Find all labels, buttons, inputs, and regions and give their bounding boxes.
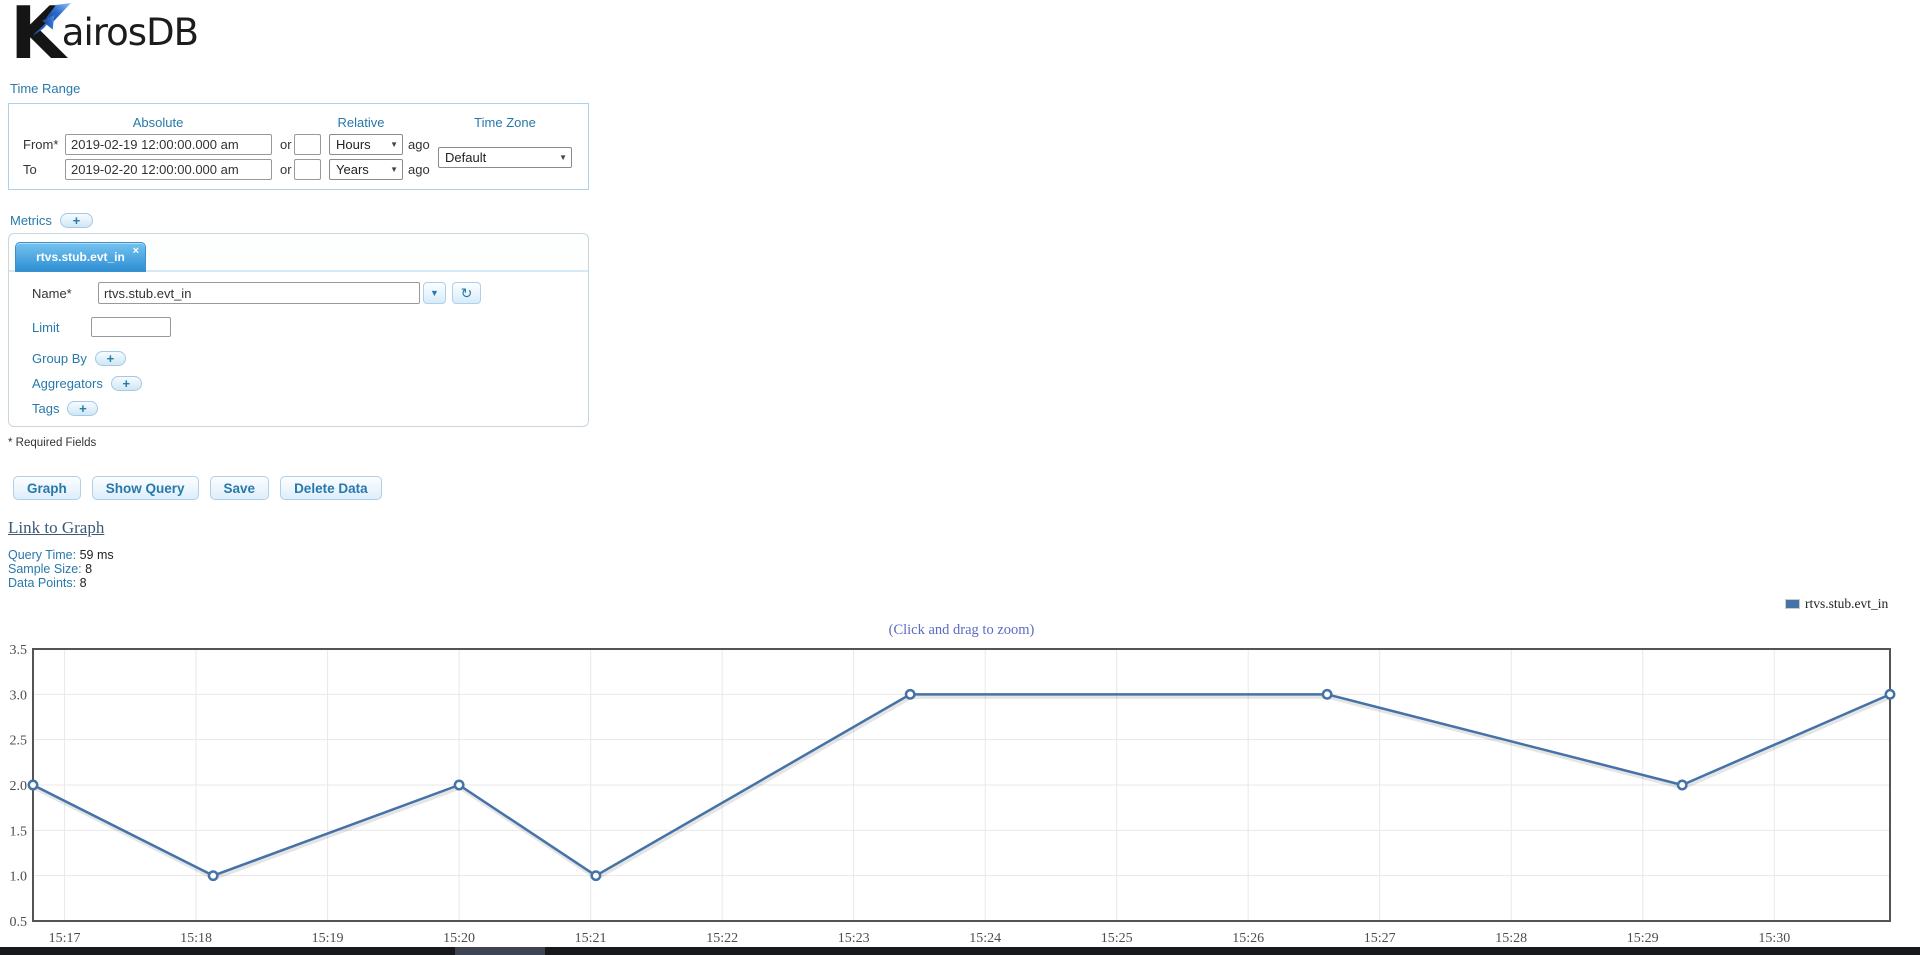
data-points-label: Data Points: (8, 576, 77, 590)
from-ago-label: ago (408, 137, 430, 152)
group-by-label: Group By (32, 351, 87, 366)
time-range-section-label: Time Range (10, 81, 81, 96)
svg-text:15:21: 15:21 (575, 931, 607, 946)
tags-label: Tags (32, 401, 60, 416)
to-relative-unit-value: Years (336, 162, 369, 177)
svg-text:15:18: 15:18 (180, 931, 212, 946)
absolute-column-header: Absolute (132, 115, 184, 130)
query-info: Query Time: 59 ms Sample Size: 8 Data Po… (8, 548, 114, 590)
svg-text:15:17: 15:17 (49, 931, 81, 946)
add-group-by-button[interactable]: + (94, 351, 126, 366)
svg-text:15:29: 15:29 (1627, 931, 1659, 946)
metric-name-label: Name* (32, 286, 72, 301)
query-time-value: 59 ms (79, 548, 114, 562)
from-absolute-input[interactable] (65, 134, 272, 155)
to-or-label: or (280, 162, 292, 177)
svg-text:15:19: 15:19 (312, 931, 344, 946)
graph-button[interactable]: Graph (13, 476, 81, 500)
legend-series-label: rtvs.stub.evt_in (1805, 596, 1889, 611)
svg-text:3.5: 3.5 (10, 643, 28, 658)
limit-label: Limit (32, 320, 60, 335)
svg-text:15:23: 15:23 (838, 931, 870, 946)
svg-text:3.0: 3.0 (10, 688, 28, 703)
svg-text:2.0: 2.0 (10, 779, 28, 794)
to-ago-label: ago (408, 162, 430, 177)
svg-text:1.0: 1.0 (10, 870, 28, 885)
svg-text:15:27: 15:27 (1364, 931, 1396, 946)
from-label: From* (23, 137, 59, 152)
metric-tab-label: rtvs.stub.evt_in (36, 250, 125, 264)
limit-input[interactable] (91, 317, 171, 337)
svg-text:15:25: 15:25 (1101, 931, 1133, 946)
plus-icon: + (72, 213, 81, 228)
to-relative-value-input[interactable] (294, 159, 321, 180)
logo-text-airos: airos (61, 11, 147, 54)
metric-tab[interactable]: rtvs.stub.evt_in × (15, 242, 146, 272)
plus-icon: + (79, 401, 87, 416)
link-to-graph-link[interactable]: Link to Graph (8, 518, 105, 537)
chevron-down-icon: ▼ (390, 140, 398, 149)
svg-text:2.5: 2.5 (10, 734, 28, 749)
kairosdb-logo: KairosDB (10, 0, 199, 69)
show-query-button[interactable]: Show Query (91, 476, 199, 500)
chart-title: (Click and drag to zoom) (888, 622, 1035, 638)
sample-size-value: 8 (85, 562, 93, 576)
to-relative-unit-select[interactable]: Years ▼ (329, 159, 403, 180)
time-range-box: Absolute Relative Time Zone From* or Hou… (8, 103, 589, 190)
to-absolute-input[interactable] (65, 159, 272, 180)
add-tag-button[interactable]: + (67, 401, 99, 416)
metrics-section-label: Metrics (10, 213, 52, 228)
chart-legend: rtvs.stub.evt_in (1785, 596, 1888, 612)
add-aggregator-button[interactable]: + (110, 376, 142, 391)
query-time-label: Query Time: (8, 548, 77, 562)
required-fields-note: * Required Fields (8, 437, 97, 449)
svg-text:15:24: 15:24 (969, 931, 1001, 946)
relative-column-header: Relative (337, 115, 385, 130)
timezone-value: Default (445, 150, 487, 165)
chevron-down-icon: ▼ (559, 153, 567, 162)
svg-text:15:22: 15:22 (706, 931, 738, 946)
delete-data-button[interactable]: Delete Data (280, 476, 382, 500)
timezone-column-header: Time Zone (474, 115, 536, 130)
plus-icon: + (106, 351, 115, 366)
from-relative-value-input[interactable] (294, 134, 321, 155)
logo-arrow-icon (33, 3, 71, 36)
chevron-down-icon: ▼ (390, 165, 398, 174)
bottom-bar-segment (455, 947, 545, 955)
svg-text:15:20: 15:20 (443, 931, 475, 946)
metric-name-dropdown-button[interactable]: ▼ (423, 282, 446, 304)
svg-text:15:28: 15:28 (1495, 931, 1527, 946)
save-button[interactable]: Save (209, 476, 270, 500)
bottom-bar (0, 947, 1920, 955)
svg-text:15:26: 15:26 (1232, 931, 1264, 946)
metric-name-input[interactable] (98, 282, 420, 304)
logo-text-db: DB (146, 11, 199, 54)
svg-text:0.5: 0.5 (10, 915, 28, 930)
from-relative-unit-value: Hours (336, 137, 371, 152)
chevron-down-icon: ▼ (430, 288, 439, 298)
legend-color-box (1785, 599, 1800, 609)
refresh-icon: ↻ (460, 284, 473, 301)
add-metric-button[interactable]: + (59, 213, 93, 228)
svg-text:1.5: 1.5 (10, 824, 28, 839)
plus-icon: + (122, 376, 131, 391)
sample-size-label: Sample Size: (8, 562, 82, 576)
from-relative-unit-select[interactable]: Hours ▼ (329, 134, 403, 155)
refresh-metric-names-button[interactable]: ↻ (452, 282, 481, 304)
timezone-select[interactable]: Default ▼ (438, 147, 572, 168)
svg-text:15:30: 15:30 (1758, 931, 1790, 946)
close-icon[interactable]: × (132, 245, 139, 257)
action-buttons: Graph Show Query Save Delete Data (13, 476, 382, 500)
data-points-value: 8 (79, 576, 87, 590)
aggregators-label: Aggregators (32, 376, 103, 391)
to-label: To (23, 162, 37, 177)
from-or-label: or (280, 137, 292, 152)
metric-panel: rtvs.stub.evt_in × Name* ▼ ↻ Limit Group… (8, 233, 589, 427)
